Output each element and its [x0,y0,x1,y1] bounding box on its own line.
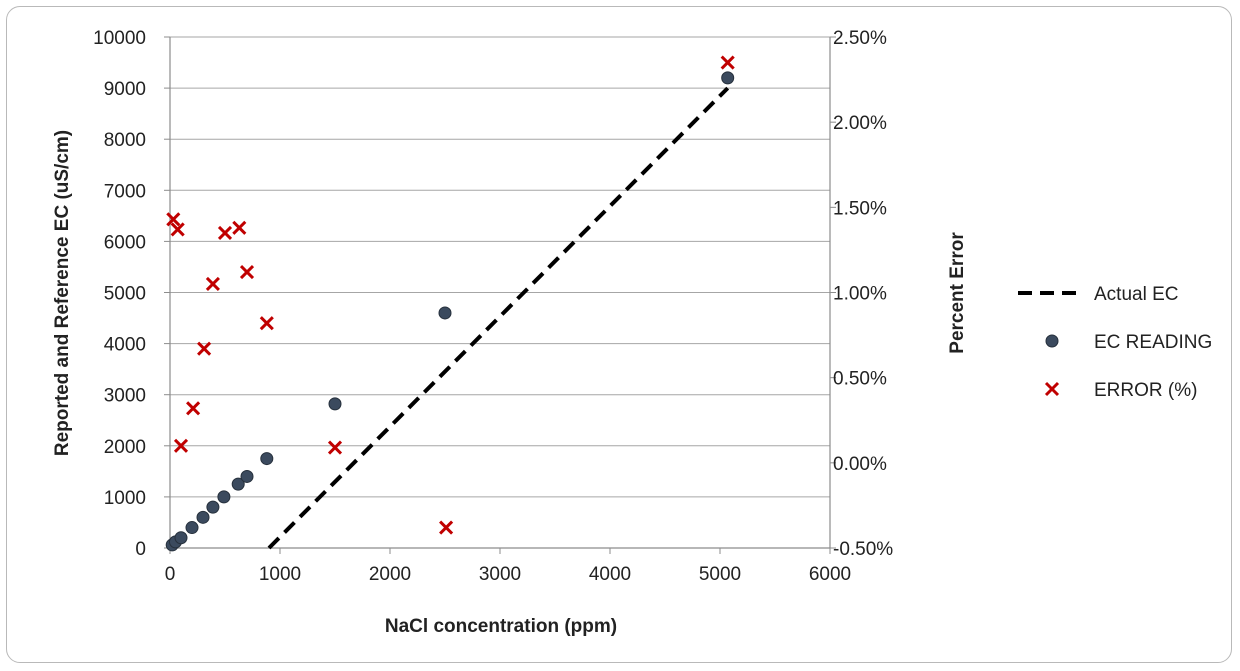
marker-stroke [720,55,735,70]
data-point-ec-reading [721,71,735,85]
y2-axis-title: Percent Error [947,232,968,354]
marker-stroke [232,220,247,235]
data-point-error [205,276,220,292]
data-point-ec-reading [260,452,274,466]
legend-swatch-ec-reading [1045,334,1059,348]
data-point-error [259,316,274,331]
y2-tick-label: 1.00% [833,284,887,305]
y2-tick-label: 0.50% [833,369,887,390]
x-tick-label: 1000 [259,564,301,585]
y-axis-title: Reported and Reference EC (uS/cm) [52,130,73,456]
chart-frame [6,6,1232,663]
data-point-error [166,212,181,227]
data-point-error [239,264,255,280]
x-tick-label: 6000 [809,564,851,585]
marker-stroke [327,440,343,455]
marker-stroke [217,225,233,240]
marker-stroke [173,438,189,453]
marker-stroke [197,341,212,356]
data-point-error [173,438,189,453]
data-point-error [327,440,343,455]
y2-tick-label: 1.50% [833,198,887,219]
marker-stroke [205,276,220,292]
y-tick-label: 10000 [93,28,146,49]
data-point-error [170,222,185,237]
y2-tick-label: -0.50% [833,539,893,560]
legend-label-ec-reading: EC READING [1094,332,1212,353]
data-point-ec-reading [328,397,342,411]
series-line-actual-ec [267,86,730,550]
data-point-error [232,220,247,235]
y-tick-label: 4000 [104,335,146,356]
x-tick-label: 4000 [589,564,631,585]
marker-stroke [259,316,274,331]
legend-label-actual-ec: Actual EC [1094,284,1178,305]
y2-tick-label: 0.00% [833,454,887,475]
data-point-error [197,341,212,356]
marker-stroke [170,222,185,237]
series [165,55,735,552]
data-point-error [186,401,201,416]
data-point-ec-reading [240,469,254,483]
tick-labels: 0 1000 2000 3000 4000 5000 6000 7000 8000 9000 100… [93,28,893,585]
gridlines [170,36,830,498]
x-tick-label: 2000 [369,564,411,585]
data-point-ec-reading [438,306,452,320]
y2-tick-label: 2.00% [833,113,887,134]
y-tick-label: 2000 [104,437,146,458]
data-point-ec-reading [196,510,210,524]
y-tick-label: 6000 [104,232,146,253]
data-point-ec-reading [217,490,231,504]
x-tick-label: 3000 [479,564,521,585]
y-tick-label: 8000 [104,130,146,151]
marker-stroke [186,401,201,416]
legend-label-error: ERROR (%) [1094,380,1197,401]
data-point-ec-reading [231,477,245,491]
legend: Actual EC EC READING ERROR (%) [1018,284,1212,401]
y-tick-label: 3000 [104,386,146,407]
data-point-error [439,520,454,535]
data-point-error [217,225,233,240]
axes [164,36,836,554]
marker-stroke [166,212,181,227]
data-point-ec-reading [206,500,220,514]
y2-tick-label: 2.50% [833,28,887,49]
data-point-ec-reading [174,531,188,545]
data-point-error [720,55,735,70]
y-tick-label: 1000 [104,488,146,509]
marker-stroke [239,264,255,280]
marker-stroke [439,520,454,535]
x-axis-title: NaCl concentration (ppm) [385,616,617,637]
y-tick-label: 5000 [104,284,146,305]
x-tick-label: 5000 [699,564,741,585]
legend-swatch-error [1044,381,1060,397]
y-tick-label: 0 [135,539,146,560]
y-tick-label: 9000 [104,79,146,100]
y-tick-label: 7000 [104,181,146,202]
x-tick-label: 0 [165,564,176,585]
data-point-ec-reading [185,521,199,535]
